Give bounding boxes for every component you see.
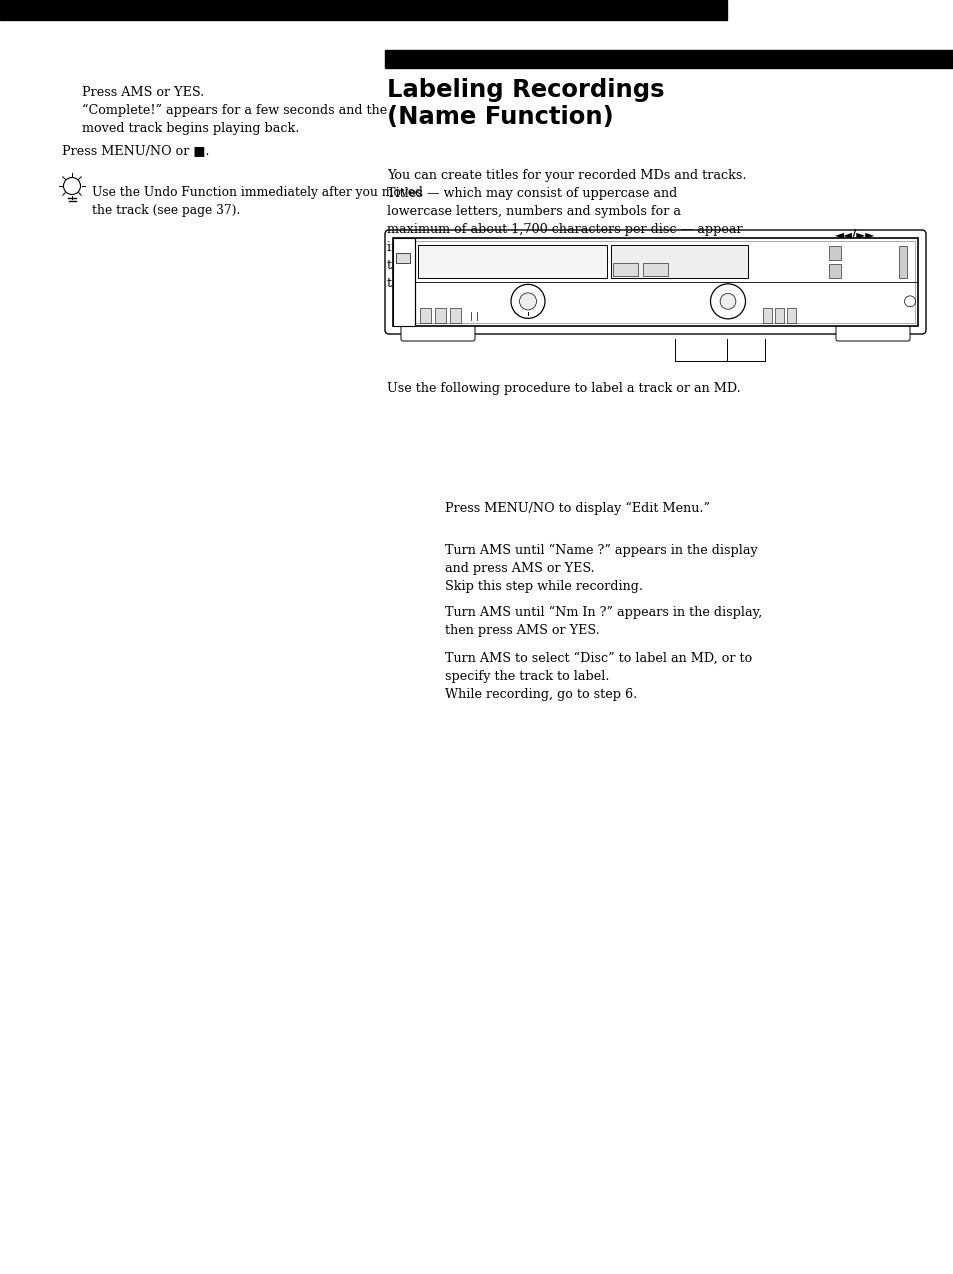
Bar — [385, 50, 953, 68]
Circle shape — [519, 293, 536, 310]
FancyBboxPatch shape — [400, 324, 475, 341]
FancyBboxPatch shape — [835, 324, 909, 341]
Text: Turn AMS until “Nm In ?” appears in the display,
then press AMS or YES.: Turn AMS until “Nm In ?” appears in the … — [444, 606, 761, 637]
Text: You can create titles for your recorded MDs and tracks.
Titles — which may consi: You can create titles for your recorded … — [387, 169, 745, 290]
Bar — [898, 246, 906, 278]
Text: Use the following procedure to label a track or an MD.: Use the following procedure to label a t… — [387, 382, 740, 395]
Bar — [417, 245, 606, 278]
Bar — [395, 252, 410, 262]
Bar — [0, 0, 726, 20]
Bar — [786, 308, 795, 324]
Circle shape — [710, 284, 744, 318]
Text: Press AMS or YES.
“Complete!” appears for a few seconds and the
moved track begi: Press AMS or YES. “Complete!” appears fo… — [82, 87, 387, 135]
Text: Labeling Recordings
(Name Function): Labeling Recordings (Name Function) — [387, 78, 664, 129]
Text: Use the Undo Function immediately after you moved
the track (see page 37).: Use the Undo Function immediately after … — [91, 186, 422, 217]
Bar — [828, 264, 840, 278]
FancyBboxPatch shape — [385, 231, 925, 334]
Bar — [642, 262, 667, 276]
FancyBboxPatch shape — [395, 241, 914, 324]
Circle shape — [64, 177, 80, 195]
Circle shape — [511, 284, 544, 318]
Text: ◄◄/►►: ◄◄/►► — [834, 229, 874, 242]
Bar — [450, 308, 460, 324]
Circle shape — [903, 296, 915, 307]
Bar — [613, 262, 638, 276]
Text: Press MENU/NO or ■.: Press MENU/NO or ■. — [62, 144, 210, 157]
Text: Press MENU/NO to display “Edit Menu.”: Press MENU/NO to display “Edit Menu.” — [444, 502, 709, 515]
Bar — [610, 245, 747, 278]
Text: Turn AMS until “Name ?” appears in the display
and press AMS or YES.
Skip this s: Turn AMS until “Name ?” appears in the d… — [444, 544, 757, 594]
Text: Turn AMS to select “Disc” to label an MD, or to
specify the track to label.
Whil: Turn AMS to select “Disc” to label an MD… — [444, 652, 752, 701]
Bar — [393, 238, 415, 326]
Bar — [435, 308, 446, 324]
Bar — [762, 308, 771, 324]
Bar — [828, 246, 840, 260]
Bar — [419, 308, 431, 324]
Bar — [393, 238, 917, 326]
Bar — [774, 308, 783, 324]
Circle shape — [720, 293, 735, 310]
